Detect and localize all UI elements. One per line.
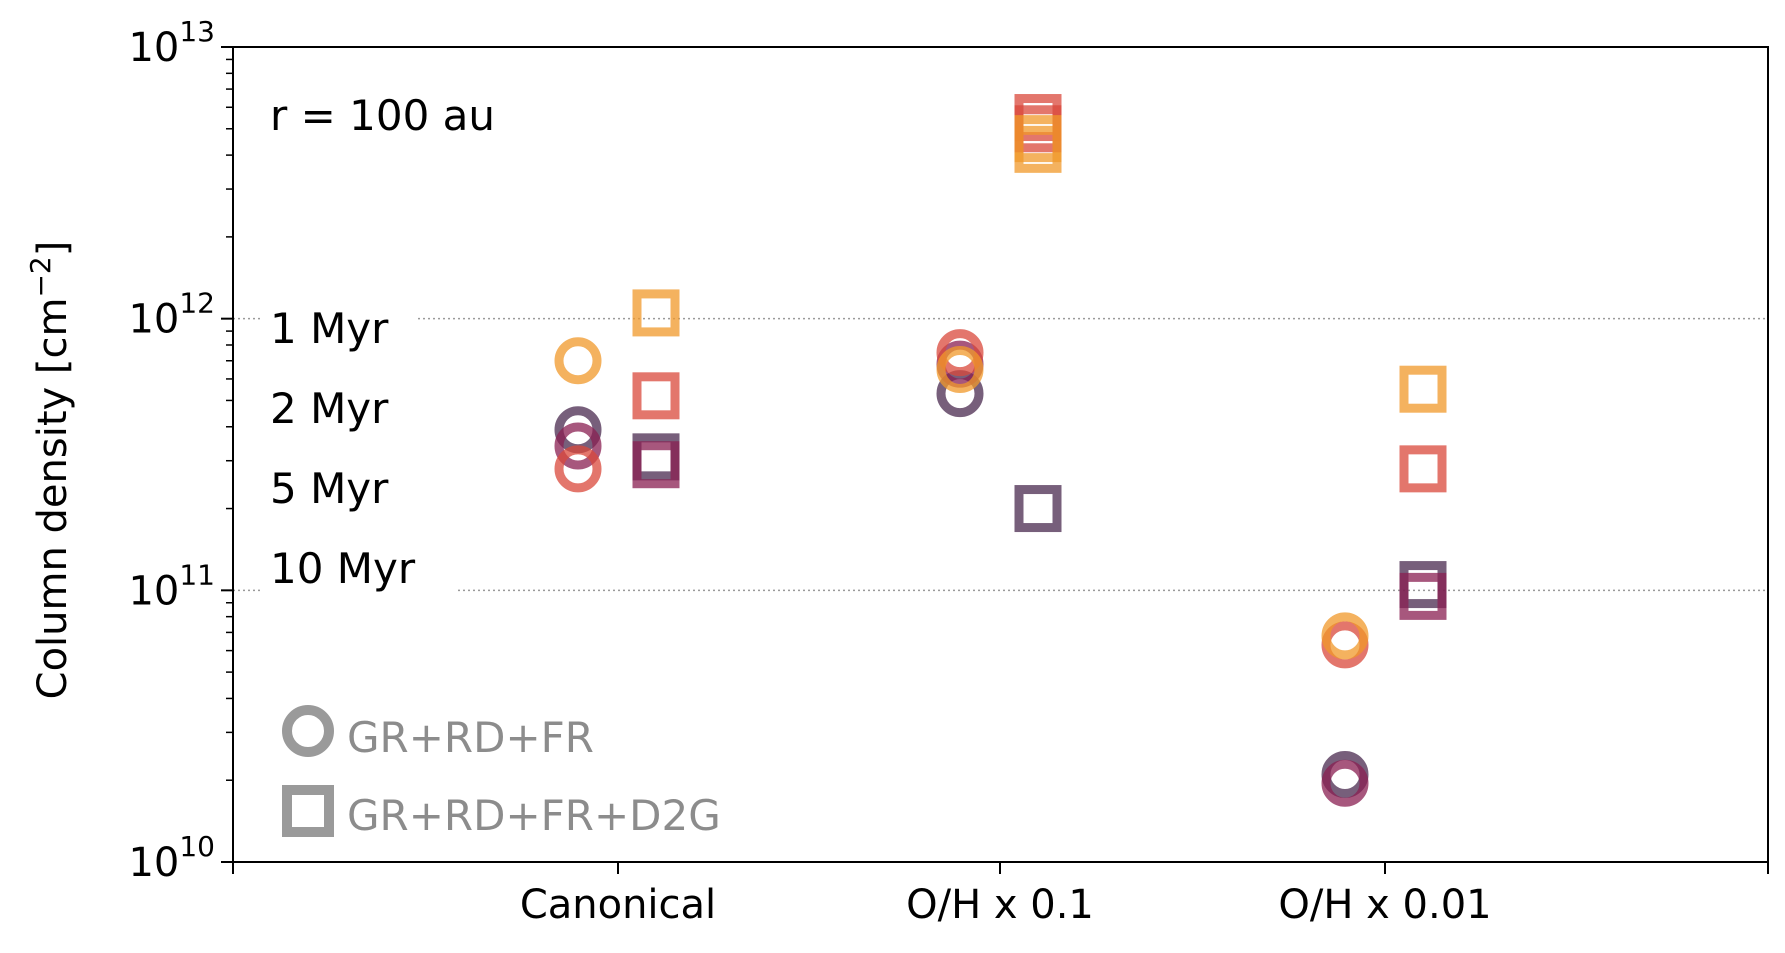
circle-point-10-myr-2 <box>1321 612 1369 660</box>
y-tick-base: 10 <box>128 840 179 886</box>
square-point-1-myr-2 <box>1399 561 1447 609</box>
data-points <box>554 94 1447 807</box>
age-legend: 1 Myr 2 Myr 5 Myr 10 Myr <box>262 300 457 600</box>
square-point-10-myr-1 <box>1014 115 1062 163</box>
y-tick-label-2: 1012 <box>128 287 215 343</box>
legend-label-circle: GR+RD+FR <box>347 713 594 762</box>
square-point-5-myr-2 <box>1399 445 1447 493</box>
square-point-2-myr-2 <box>1399 572 1447 620</box>
age-label-2: 2 Myr <box>270 384 389 433</box>
y-tick-base: 10 <box>128 25 179 71</box>
square-point-2-myr-0 <box>632 441 680 489</box>
age-label-4: 10 Myr <box>270 544 416 593</box>
circle-point-10-myr-0 <box>554 337 602 385</box>
square-point-1-myr-1 <box>1014 485 1062 533</box>
x-tick-label-0: Canonical <box>520 882 716 928</box>
y-tick-exponent: 13 <box>179 15 215 48</box>
circle-point-5-myr-0 <box>554 445 602 493</box>
radius-annotation: r = 100 au <box>270 91 495 140</box>
circle-point-10-myr-1 <box>936 345 984 393</box>
x-tick-label-2: O/H x 0.01 <box>1278 882 1491 928</box>
y-tick-base: 10 <box>128 297 179 343</box>
circle-point-2-myr-2 <box>1321 759 1369 807</box>
axis-ticks <box>221 46 1769 874</box>
square-point-5-myr-0 <box>632 372 680 420</box>
y-axis-label-text: Column density [cm <box>30 298 76 700</box>
legend-square-marker <box>282 785 334 837</box>
gridlines <box>233 317 1768 592</box>
legend-label-square: GR+RD+FR+D2G <box>347 791 721 840</box>
age-label-3: 5 Myr <box>270 464 389 513</box>
circle-point-2-myr-0 <box>554 422 602 470</box>
x-tick-label-1: O/H x 0.1 <box>906 882 1094 928</box>
y-tick-exponent: 11 <box>179 558 215 591</box>
model-legend: GR+RD+FR GR+RD+FR+D2G <box>282 705 721 840</box>
legend-circle-marker <box>282 705 334 757</box>
y-axis-label: Column density [cm−2] <box>24 241 76 700</box>
y-tick-exponent: 10 <box>179 830 215 863</box>
y-axis-label-close: ] <box>30 241 76 257</box>
square-point-10-myr-2 <box>1399 365 1447 413</box>
circle-point-5-myr-1 <box>936 329 984 377</box>
y-tick-label-0: 1010 <box>128 830 215 886</box>
y-tick-label-3: 1013 <box>128 15 215 71</box>
y-tick-exponent: 12 <box>179 287 215 320</box>
square-point-10-myr-0 <box>632 289 680 337</box>
y-tick-base: 10 <box>128 568 179 614</box>
y-axis-label-superscript: −2 <box>24 256 57 297</box>
age-label-1: 1 Myr <box>270 304 389 353</box>
y-tick-label-1: 1011 <box>128 558 215 614</box>
